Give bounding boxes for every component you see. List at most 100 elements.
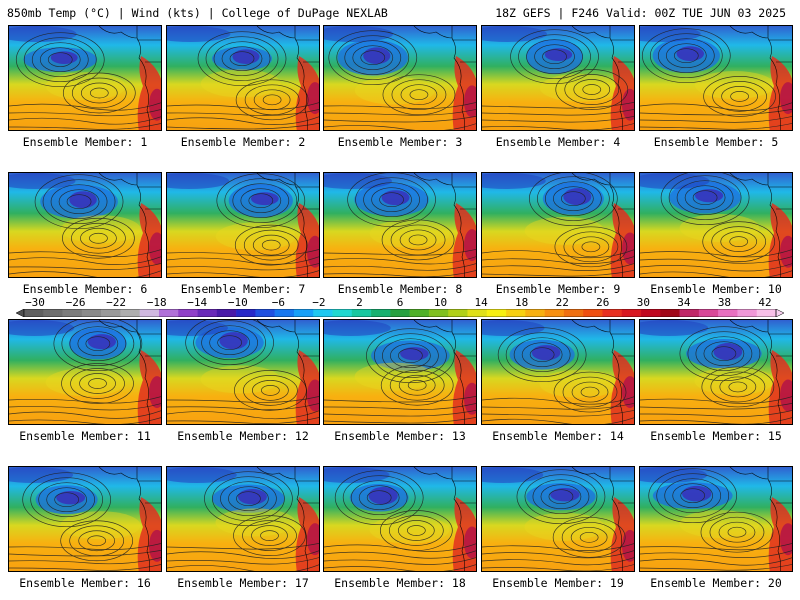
colorbar-tick-label: 30 (636, 296, 650, 309)
colorbar-segment (120, 309, 140, 317)
ensemble-map-panel (639, 172, 793, 278)
ensemble-map-panel (166, 319, 320, 425)
colorbar-segment (756, 309, 777, 317)
colorbar-segment (178, 309, 198, 317)
ensemble-member-label: Ensemble Member: 3 (337, 135, 463, 149)
colorbar-segment (737, 309, 758, 317)
ensemble-member-label: Ensemble Member: 4 (495, 135, 621, 149)
colorbar-tick-label: −26 (65, 296, 86, 309)
temperature-wind-map (482, 467, 634, 571)
temperature-wind-map (324, 173, 476, 277)
temperature-wind-map (482, 173, 634, 277)
ensemble-map-panel (323, 25, 477, 131)
product-title: 850mb Temp (°C) | Wind (kts) | College o… (7, 6, 388, 20)
temperature-wind-map (640, 173, 792, 277)
ensemble-member-label: Ensemble Member: 19 (492, 576, 624, 590)
ensemble-map-panel (8, 319, 162, 425)
colorbar-tick-label: 22 (555, 296, 569, 309)
ensemble-member-label: Ensemble Member: 20 (650, 576, 782, 590)
colorbar-segment (351, 309, 372, 317)
colorbar-tick-label: −2 (312, 296, 326, 309)
temperature-wind-map (482, 26, 634, 130)
colorbar-segment (660, 309, 680, 317)
colorbar-segment (641, 309, 661, 317)
colorbar-segment (621, 309, 642, 317)
ensemble-member-label: Ensemble Member: 12 (177, 429, 309, 443)
colorbar-tick-label: 34 (677, 296, 691, 309)
colorbar-tick-label: −18 (146, 296, 167, 309)
ensemble-map-panel (481, 172, 635, 278)
colorbar-segment (293, 309, 314, 317)
colorbar-tick-label: 18 (515, 296, 529, 309)
colorbar-tick-label: −30 (25, 296, 45, 309)
colorbar-segment (43, 309, 63, 317)
ensemble-map-panel (166, 172, 320, 278)
colorbar-segment (62, 309, 83, 317)
ensemble-map-panel (639, 319, 793, 425)
colorbar-segment (139, 309, 160, 317)
colorbar-segment (24, 309, 44, 317)
colorbar-segment (390, 309, 410, 317)
colorbar-segment (486, 309, 507, 317)
colorbar-tick-label: −22 (106, 296, 127, 309)
temperature-wind-map (9, 26, 161, 130)
temperature-wind-map (167, 320, 319, 424)
colorbar-segment (718, 309, 738, 317)
ensemble-member-label: Ensemble Member: 18 (334, 576, 466, 590)
colorbar-segment (525, 309, 545, 317)
colorbar-segment (679, 309, 700, 317)
ensemble-member-label: Ensemble Member: 17 (177, 576, 309, 590)
temperature-wind-map (324, 467, 476, 571)
colorbar-segment (197, 309, 218, 317)
colorbar-tick-label: 42 (758, 296, 772, 309)
run-valid-info: 18Z GEFS | F246 Valid: 00Z TUE JUN 03 20… (495, 6, 786, 20)
ensemble-map-panel (323, 319, 477, 425)
ensemble-member-label: Ensemble Member: 8 (337, 282, 463, 296)
ensemble-member-label: Ensemble Member: 6 (22, 282, 148, 296)
ensemble-member-label: Ensemble Member: 9 (495, 282, 621, 296)
ensemble-member-label: Ensemble Member: 13 (334, 429, 466, 443)
colorbar-tick-label: 2 (356, 296, 363, 309)
colorbar-labels: −30 −26 −22 −18 −14 −10 −6 −2 2 6 10 14 18 22 26 30 34 38… (0, 296, 800, 309)
ensemble-map-panel (323, 466, 477, 572)
colorbar-segment (81, 309, 102, 317)
colorbar-segment (313, 309, 333, 317)
ensemble-map-panel (481, 466, 635, 572)
colorbar-segment (602, 309, 623, 317)
ensemble-member-label: Ensemble Member: 1 (22, 135, 148, 149)
colorbar-segment (409, 309, 430, 317)
temperature-wind-map (167, 173, 319, 277)
ensemble-map-panel (639, 466, 793, 572)
temperature-wind-map (167, 467, 319, 571)
temperature-wind-map (640, 467, 792, 571)
colorbar-segment (448, 309, 468, 317)
temperature-wind-map (324, 320, 476, 424)
colorbar-tick-label: 14 (474, 296, 488, 309)
ensemble-map-panel (166, 25, 320, 131)
temperature-wind-map (9, 173, 161, 277)
ensemble-member-label: Ensemble Member: 2 (180, 135, 306, 149)
colorbar-segment (563, 309, 584, 317)
ensemble-map-panel (481, 319, 635, 425)
temperature-wind-map (324, 26, 476, 130)
colorbar-tick-label: −6 (271, 296, 285, 309)
colorbar-tick-label: 6 (396, 296, 404, 309)
header: 850mb Temp (°C) | Wind (kts) | College o… (0, 0, 800, 24)
ensemble-map-panel (8, 25, 162, 131)
temperature-wind-map (9, 467, 161, 571)
ensemble-map-panel (639, 25, 793, 131)
ensemble-member-label: Ensemble Member: 11 (19, 429, 151, 443)
ensemble-map-panel (8, 172, 162, 278)
colorbar-segment (698, 309, 719, 317)
colorbar-segment (216, 309, 237, 317)
ensemble-member-label: Ensemble Member: 15 (650, 429, 782, 443)
ensemble-map-panel (481, 25, 635, 131)
ensemble-member-label: Ensemble Member: 5 (653, 135, 779, 149)
ensemble-map-panel (8, 466, 162, 572)
ensemble-member-label: Ensemble Member: 14 (492, 429, 624, 443)
colorbar-segment (371, 309, 391, 317)
colorbar-segment (274, 309, 295, 317)
colorbar-segment (506, 309, 526, 317)
ensemble-member-label: Ensemble Member: 16 (19, 576, 151, 590)
colorbar-tick-label: 26 (596, 296, 610, 309)
